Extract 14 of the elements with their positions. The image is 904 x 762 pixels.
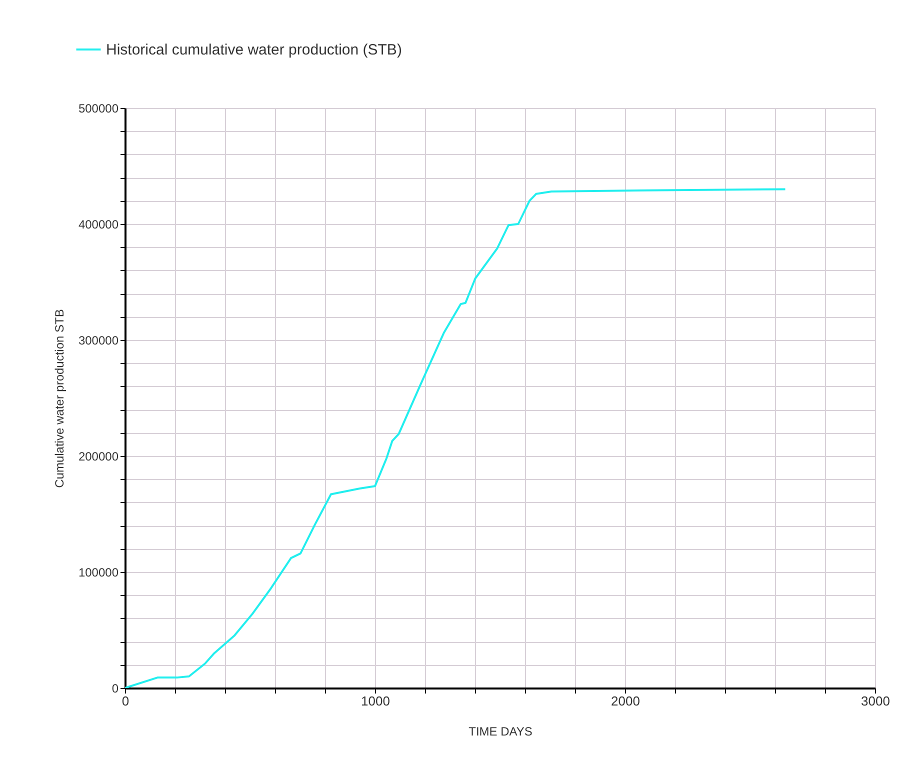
y-tick-label: 300000	[78, 334, 119, 348]
x-tick-label: 3000	[861, 694, 890, 708]
y-axis-title: Cumulative water production STB	[52, 309, 66, 488]
x-tick-label: 2000	[611, 694, 640, 708]
y-tick-label: 200000	[78, 450, 119, 464]
legend-label: Historical cumulative water production (STB)	[106, 42, 402, 58]
x-tick-label: 0	[122, 694, 130, 708]
y-tick-label: 400000	[78, 218, 119, 232]
x-tick-label: 1000	[361, 694, 390, 708]
y-tick-label: 0	[112, 682, 119, 696]
y-tick-label: 500000	[78, 102, 119, 116]
x-axis-title: TIME DAYS	[468, 724, 532, 738]
y-tick-label: 100000	[78, 566, 119, 580]
line-series	[125, 188, 786, 688]
